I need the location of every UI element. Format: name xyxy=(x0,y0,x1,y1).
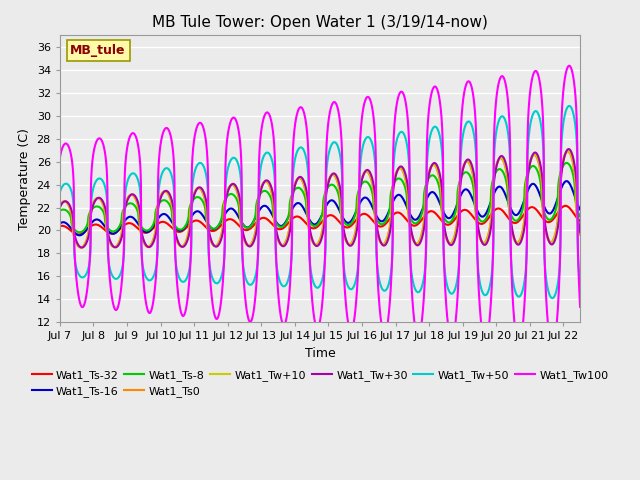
Wat1_Tw100 xyxy=(56,155,64,161)
Wat1_Ts0 xyxy=(392,169,400,175)
Wat1_Ts-16 xyxy=(400,197,408,203)
Wat1_Ts-8 xyxy=(172,224,179,229)
Wat1_Tw+30 xyxy=(400,167,408,172)
Wat1_Tw100 xyxy=(392,104,400,110)
Wat1_Ts-16 xyxy=(576,207,584,213)
Wat1_Ts0 xyxy=(219,225,227,231)
Wat1_Tw+10 xyxy=(219,228,227,234)
Title: MB Tule Tower: Open Water 1 (3/19/14-now): MB Tule Tower: Open Water 1 (3/19/14-now… xyxy=(152,15,488,30)
Wat1_Ts0 xyxy=(56,203,64,208)
Wat1_Ts-16 xyxy=(172,225,179,230)
Wat1_Tw+10 xyxy=(576,230,584,236)
Wat1_Tw100 xyxy=(172,252,179,258)
Legend: Wat1_Ts-32, Wat1_Ts-16, Wat1_Ts-8, Wat1_Ts0, Wat1_Tw+10, Wat1_Tw+30, Wat1_Tw+50,: Wat1_Ts-32, Wat1_Ts-16, Wat1_Ts-8, Wat1_… xyxy=(27,365,613,401)
Wat1_Ts-8 xyxy=(56,208,64,214)
Wat1_Ts-32 xyxy=(576,218,584,224)
Wat1_Tw100 xyxy=(562,72,570,77)
Wat1_Ts-32 xyxy=(219,221,227,227)
Wat1_Ts-32 xyxy=(392,210,400,216)
Wat1_Tw+10 xyxy=(400,169,408,175)
Wat1_Tw100 xyxy=(576,304,584,310)
Wat1_Tw+10 xyxy=(392,170,400,176)
Wat1_Tw+50 xyxy=(562,109,570,115)
X-axis label: Time: Time xyxy=(305,347,335,360)
Wat1_Tw+30 xyxy=(562,150,570,156)
Wat1_Ts-16 xyxy=(56,221,64,227)
Wat1_Tw+30 xyxy=(78,245,86,251)
Wat1_Ts-32 xyxy=(75,232,83,238)
Wat1_Tw+50 xyxy=(56,190,64,195)
Line: Wat1_Ts-32: Wat1_Ts-32 xyxy=(60,206,580,235)
Wat1_Tw+50 xyxy=(400,131,408,136)
Wat1_Ts0 xyxy=(576,232,584,238)
Wat1_Ts-8 xyxy=(400,180,408,186)
Wat1_Ts-8 xyxy=(576,214,584,219)
Wat1_Tw+50 xyxy=(172,256,179,262)
Wat1_Ts-16 xyxy=(562,179,570,184)
Wat1_Tw100 xyxy=(565,63,573,69)
Wat1_Tw100 xyxy=(400,91,408,97)
Line: Wat1_Ts-16: Wat1_Ts-16 xyxy=(60,181,580,235)
Wat1_Ts-32 xyxy=(562,203,570,209)
Line: Wat1_Ts-8: Wat1_Ts-8 xyxy=(60,163,580,232)
Wat1_Tw+10 xyxy=(562,151,570,157)
Wat1_Ts-32 xyxy=(172,228,179,234)
Wat1_Tw+30 xyxy=(576,229,584,235)
Wat1_Ts0 xyxy=(172,234,179,240)
Wat1_Ts-16 xyxy=(76,232,83,238)
Wat1_Tw+50 xyxy=(565,103,573,109)
Wat1_Tw100 xyxy=(548,346,556,351)
Wat1_Tw+30 xyxy=(172,230,179,236)
Wat1_Ts0 xyxy=(527,155,535,160)
Wat1_Ts-8 xyxy=(563,160,570,166)
Wat1_Ts-32 xyxy=(527,204,535,210)
Wat1_Ts-8 xyxy=(76,229,83,235)
Line: Wat1_Tw100: Wat1_Tw100 xyxy=(60,66,580,348)
Wat1_Tw+50 xyxy=(527,117,535,122)
Wat1_Ts-16 xyxy=(563,178,570,184)
Line: Wat1_Tw+30: Wat1_Tw+30 xyxy=(60,149,580,248)
Wat1_Tw+30 xyxy=(56,204,64,210)
Line: Wat1_Tw+50: Wat1_Tw+50 xyxy=(60,106,580,298)
Wat1_Ts-32 xyxy=(56,223,64,229)
Wat1_Tw+50 xyxy=(576,280,584,286)
Text: MB_tule: MB_tule xyxy=(70,44,126,57)
Wat1_Ts-8 xyxy=(219,205,227,211)
Line: Wat1_Ts0: Wat1_Ts0 xyxy=(60,151,580,248)
Wat1_Tw+50 xyxy=(548,295,556,301)
Wat1_Tw+10 xyxy=(56,204,64,209)
Wat1_Tw+10 xyxy=(172,232,179,238)
Wat1_Tw+10 xyxy=(564,148,572,154)
Wat1_Tw+10 xyxy=(527,156,535,161)
Wat1_Ts-32 xyxy=(562,203,570,209)
Wat1_Ts-8 xyxy=(562,160,570,166)
Wat1_Tw100 xyxy=(527,80,535,86)
Wat1_Tw+30 xyxy=(219,231,227,237)
Wat1_Ts0 xyxy=(562,150,570,156)
Wat1_Tw+10 xyxy=(77,245,85,251)
Wat1_Tw+50 xyxy=(218,270,226,276)
Wat1_Tw100 xyxy=(218,286,226,291)
Wat1_Ts0 xyxy=(564,148,572,154)
Wat1_Ts-8 xyxy=(527,164,535,169)
Wat1_Ts-16 xyxy=(392,193,400,199)
Wat1_Tw+30 xyxy=(392,170,400,176)
Wat1_Tw+30 xyxy=(527,155,535,161)
Wat1_Ts-8 xyxy=(392,177,400,182)
Wat1_Ts-32 xyxy=(400,214,408,219)
Y-axis label: Temperature (C): Temperature (C) xyxy=(18,128,31,230)
Wat1_Ts0 xyxy=(77,245,84,251)
Wat1_Ts-16 xyxy=(527,181,535,187)
Wat1_Ts-16 xyxy=(219,216,227,221)
Wat1_Tw+30 xyxy=(565,146,573,152)
Wat1_Tw+50 xyxy=(392,139,400,145)
Line: Wat1_Tw+10: Wat1_Tw+10 xyxy=(60,151,580,248)
Wat1_Ts0 xyxy=(400,170,408,176)
